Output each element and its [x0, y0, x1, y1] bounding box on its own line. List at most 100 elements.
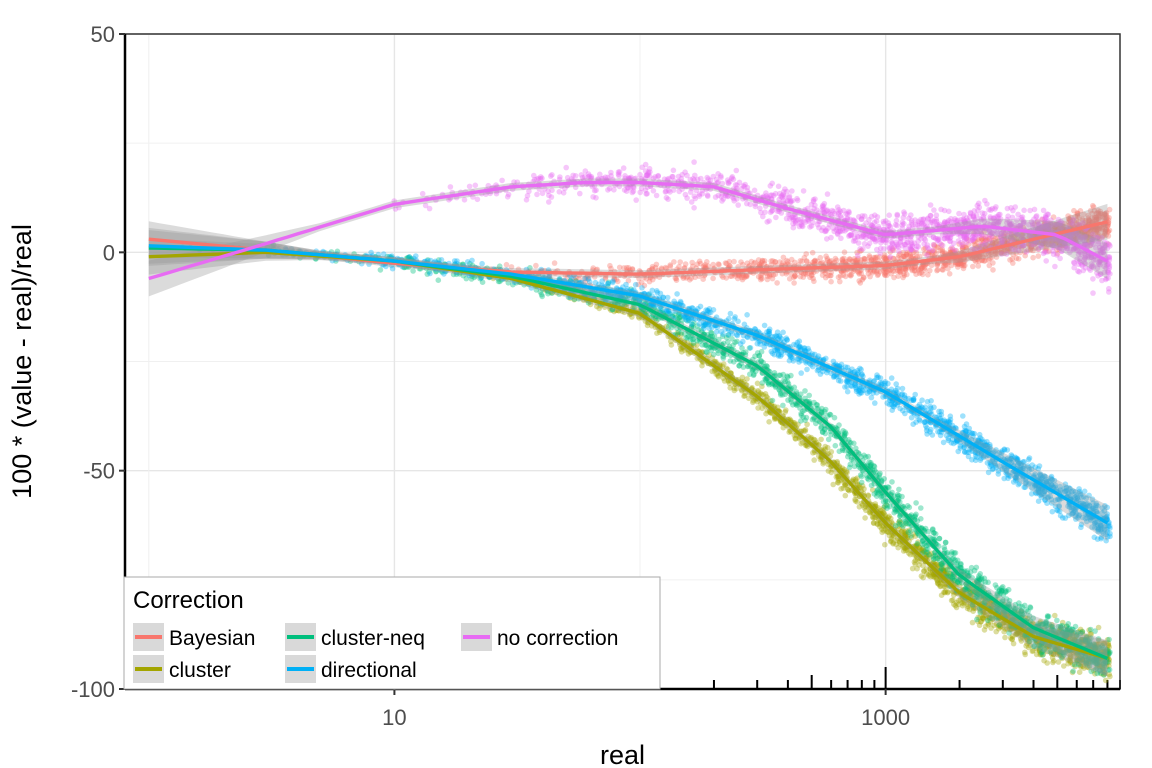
data-point	[882, 256, 888, 262]
data-point	[1059, 242, 1065, 248]
data-point	[678, 349, 685, 355]
data-point	[1100, 215, 1107, 222]
data-point	[925, 249, 932, 256]
data-point	[911, 268, 918, 274]
data-point	[812, 258, 818, 264]
data-point	[968, 254, 975, 261]
data-point	[1080, 217, 1086, 224]
data-point	[1041, 226, 1047, 233]
data-point	[677, 259, 683, 265]
data-point	[964, 568, 970, 574]
data-point	[948, 551, 955, 557]
data-point	[888, 270, 894, 277]
data-point	[1093, 214, 1099, 220]
data-point	[839, 256, 846, 262]
data-point	[828, 278, 834, 285]
data-point	[877, 470, 883, 477]
data-point	[923, 261, 930, 267]
data-point	[990, 267, 996, 273]
data-point	[690, 263, 696, 270]
data-point	[656, 274, 663, 281]
data-point	[942, 539, 949, 546]
data-point	[812, 261, 818, 268]
data-point	[828, 469, 835, 476]
data-point	[1102, 677, 1109, 684]
data-point	[1069, 217, 1076, 224]
data-point	[918, 516, 924, 522]
data-point	[743, 273, 749, 280]
data-point	[1092, 215, 1098, 221]
data-point	[994, 234, 1001, 241]
data-point	[852, 498, 859, 504]
data-point	[1087, 242, 1093, 249]
data-point	[1085, 217, 1092, 223]
data-point	[934, 261, 941, 268]
data-point	[906, 250, 912, 256]
data-point	[1044, 237, 1050, 243]
data-point	[1095, 215, 1102, 222]
data-point	[1085, 231, 1092, 238]
data-point	[887, 267, 893, 274]
data-point	[1056, 241, 1063, 247]
data-point	[929, 251, 935, 258]
data-point	[942, 250, 948, 256]
data-point	[979, 237, 986, 243]
data-point	[668, 342, 675, 348]
data-point	[1030, 247, 1036, 254]
data-point	[1090, 234, 1097, 241]
data-point	[933, 250, 939, 256]
data-point	[1084, 234, 1090, 241]
data-point	[881, 254, 888, 260]
data-point	[813, 268, 820, 274]
data-point	[1093, 228, 1100, 235]
data-point	[839, 257, 846, 263]
data-point	[880, 267, 886, 273]
data-point	[725, 264, 732, 271]
data-point	[841, 249, 848, 255]
data-point	[1086, 239, 1093, 246]
data-point	[788, 372, 794, 379]
data-point	[1052, 226, 1059, 233]
data-point	[958, 257, 964, 264]
data-point	[1009, 256, 1015, 262]
data-point	[836, 448, 843, 455]
data-point	[978, 576, 985, 582]
data-point	[1100, 233, 1106, 240]
data-point	[763, 270, 769, 276]
data-point	[904, 271, 910, 278]
data-point	[680, 275, 687, 282]
data-point	[715, 261, 722, 267]
data-point	[942, 251, 948, 257]
data-point	[1066, 221, 1073, 228]
data-point	[818, 436, 824, 443]
data-point	[943, 262, 949, 269]
data-point	[764, 273, 771, 280]
data-point	[807, 262, 813, 268]
data-point	[974, 254, 980, 260]
data-point	[1090, 202, 1096, 209]
data-point	[891, 274, 897, 281]
data-point	[790, 274, 797, 281]
data-point	[1106, 227, 1113, 234]
data-point	[1005, 237, 1011, 244]
data-point	[1103, 226, 1110, 233]
data-point	[939, 248, 946, 254]
data-point	[971, 230, 977, 236]
data-point	[702, 262, 708, 268]
data-point	[867, 268, 874, 275]
data-point	[932, 531, 939, 537]
data-point	[865, 453, 871, 460]
data-point	[732, 273, 738, 279]
data-point	[951, 248, 958, 255]
data-point	[1081, 230, 1088, 237]
data-point	[1097, 211, 1104, 217]
data-point	[792, 273, 798, 280]
data-point	[975, 236, 981, 242]
data-point	[965, 241, 972, 248]
data-point	[970, 238, 977, 245]
data-point	[768, 271, 774, 278]
data-point	[646, 278, 653, 285]
data-point	[943, 261, 949, 267]
data-point	[792, 273, 798, 279]
data-point	[786, 276, 793, 282]
